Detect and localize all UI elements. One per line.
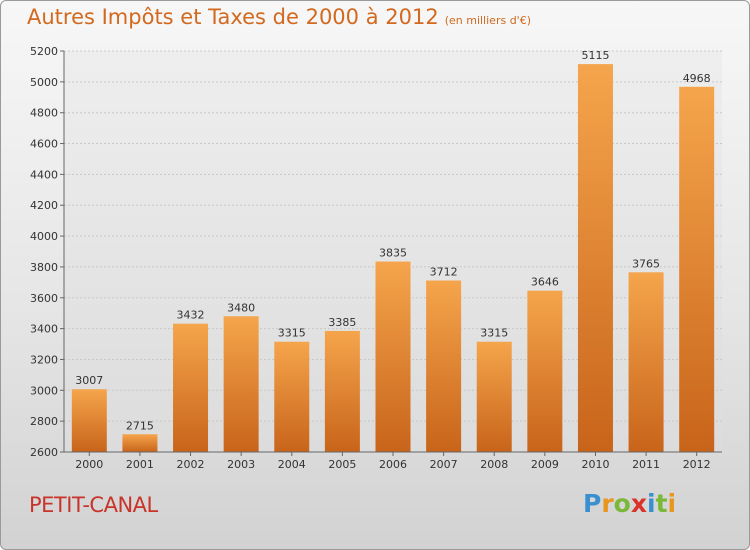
bar-value-label: 3765 bbox=[632, 257, 660, 270]
bar bbox=[426, 280, 462, 452]
y-tick-label: 5200 bbox=[30, 45, 58, 58]
bar bbox=[375, 261, 411, 452]
bar-value-label: 3385 bbox=[328, 316, 356, 329]
bar-value-label: 3835 bbox=[379, 247, 407, 260]
y-tick-label: 4600 bbox=[30, 138, 58, 151]
x-tick-label: 2011 bbox=[632, 458, 660, 471]
y-tick-label: 3600 bbox=[30, 292, 58, 305]
y-tick-label: 4800 bbox=[30, 107, 58, 120]
bar bbox=[679, 86, 715, 452]
x-tick-label: 2004 bbox=[278, 458, 306, 471]
bar-value-label: 3712 bbox=[430, 265, 458, 278]
bar bbox=[476, 341, 512, 452]
x-tick-label: 2000 bbox=[75, 458, 103, 471]
logo-letter: x bbox=[630, 489, 647, 518]
x-tick-label: 2005 bbox=[328, 458, 356, 471]
x-tick-label: 2003 bbox=[227, 458, 255, 471]
logo-letter: P bbox=[583, 489, 602, 518]
bar-value-label: 3007 bbox=[75, 374, 103, 387]
bar bbox=[173, 323, 209, 452]
x-tick-label: 2001 bbox=[126, 458, 154, 471]
logo-letter: o bbox=[613, 489, 631, 518]
y-tick-label: 2600 bbox=[30, 446, 58, 459]
axes: 2600 2800 3000 3200 3400 3600 3800 4000 4200 4400… bbox=[30, 45, 722, 471]
town-name: PETIT-CANAL bbox=[29, 493, 158, 517]
bar bbox=[122, 434, 158, 452]
bar bbox=[71, 389, 107, 452]
proxiti-logo: Proxiti bbox=[583, 489, 676, 518]
bar-value-label: 2715 bbox=[126, 419, 154, 432]
y-tick-label: 5000 bbox=[30, 76, 58, 89]
bar bbox=[274, 341, 310, 452]
bar-value-label: 5115 bbox=[581, 49, 609, 62]
bar-value-label: 3315 bbox=[278, 327, 306, 340]
y-tick-label: 4200 bbox=[30, 199, 58, 212]
x-tick-label: 2009 bbox=[531, 458, 559, 471]
bar-value-label: 3646 bbox=[531, 276, 559, 289]
y-tick-label: 3200 bbox=[30, 353, 58, 366]
x-tick-label: 2008 bbox=[480, 458, 508, 471]
y-tick-label: 3400 bbox=[30, 323, 58, 336]
y-tick-label: 4000 bbox=[30, 230, 58, 243]
logo-letter: r bbox=[601, 489, 614, 518]
y-tick-label: 4400 bbox=[30, 168, 58, 181]
chart-subtitle: (en milliers d'€) bbox=[444, 14, 531, 27]
bar-value-label: 3480 bbox=[227, 301, 255, 314]
chart-title-text: Autres Impôts et Taxes de 2000 à 2012 bbox=[27, 5, 439, 29]
chart-title: Autres Impôts et Taxes de 2000 à 2012 (en… bbox=[27, 5, 531, 29]
bar bbox=[324, 330, 360, 452]
y-tick-label: 3800 bbox=[30, 261, 58, 274]
bar-value-label: 3432 bbox=[177, 309, 205, 322]
x-tick-label: 2007 bbox=[430, 458, 458, 471]
x-tick-label: 2002 bbox=[177, 458, 205, 471]
bars: 3007 2715 3432 3480 3315 3385 3835 3712 3315 3646… bbox=[71, 49, 715, 452]
x-tick-label: 2006 bbox=[379, 458, 407, 471]
logo-letter: i bbox=[667, 489, 677, 518]
logo-letter: i bbox=[647, 489, 656, 518]
logo-letter: t bbox=[655, 489, 668, 518]
bar bbox=[628, 272, 664, 452]
bar bbox=[223, 316, 259, 452]
x-tick-label: 2010 bbox=[581, 458, 609, 471]
bar bbox=[577, 64, 613, 452]
y-tick-label: 2800 bbox=[30, 415, 58, 428]
bar-value-label: 3315 bbox=[480, 327, 508, 340]
bar-value-label: 4968 bbox=[683, 72, 711, 85]
bar bbox=[527, 290, 563, 452]
x-tick-label: 2012 bbox=[683, 458, 711, 471]
y-tick-label: 3000 bbox=[30, 384, 58, 397]
